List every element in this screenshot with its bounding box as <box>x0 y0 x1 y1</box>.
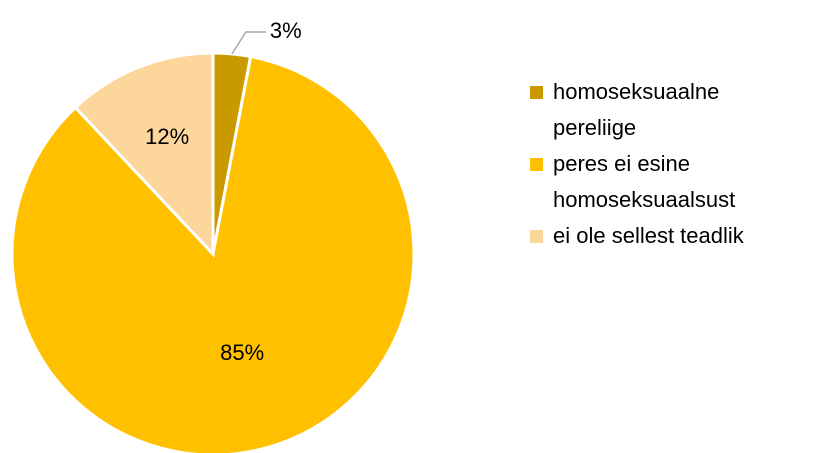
data-label: 85% <box>220 340 264 365</box>
legend-item: ei ole sellest teadlik <box>530 218 800 254</box>
legend-label: homoseksuaalne pereliige <box>553 79 720 140</box>
leader-line <box>231 31 266 55</box>
legend-item: homoseksuaalne pereliige <box>530 74 800 146</box>
legend-swatch <box>530 230 543 243</box>
legend-swatch <box>530 158 543 171</box>
legend-label: ei ole sellest teadlik <box>553 223 744 248</box>
data-label: 3% <box>270 18 302 43</box>
data-label: 12% <box>145 124 189 149</box>
legend: homoseksuaalne pereliige peres ei esine h… <box>530 74 800 254</box>
pie-slice <box>73 51 215 258</box>
legend-swatch <box>530 86 543 99</box>
legend-item: peres ei esine homoseksuaalsust <box>530 146 800 218</box>
legend-label: peres ei esine homoseksuaalsust <box>553 151 736 212</box>
